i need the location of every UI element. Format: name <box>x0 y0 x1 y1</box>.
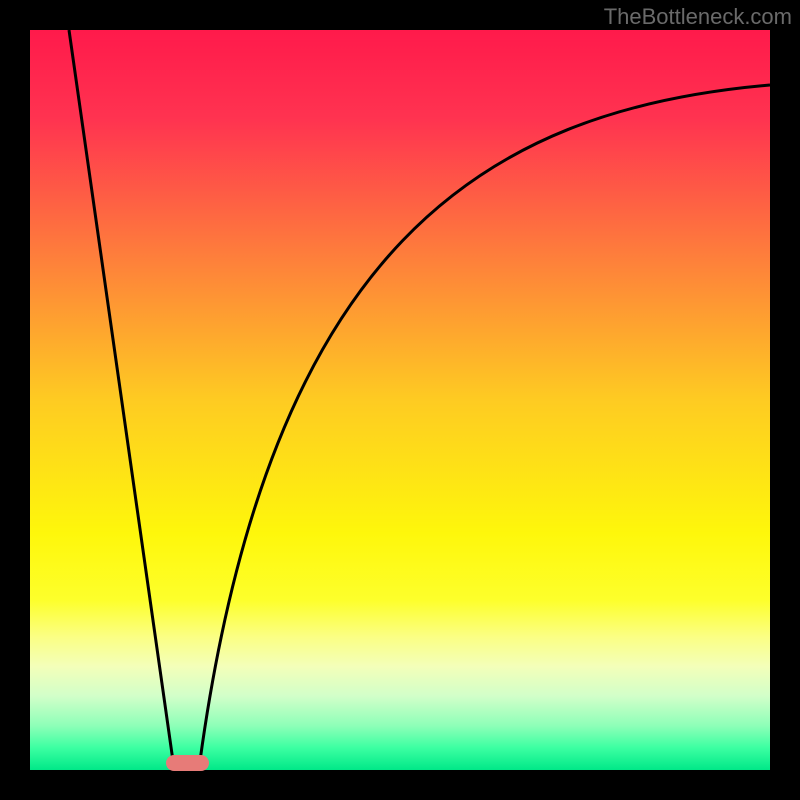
chart-container: TheBottleneck.com <box>0 0 800 800</box>
optimal-marker <box>166 755 209 771</box>
curve-left-branch <box>69 30 173 761</box>
bottleneck-curve <box>30 30 770 770</box>
plot-frame <box>30 30 770 770</box>
watermark-text: TheBottleneck.com <box>604 4 792 30</box>
curve-right-branch <box>200 85 770 761</box>
